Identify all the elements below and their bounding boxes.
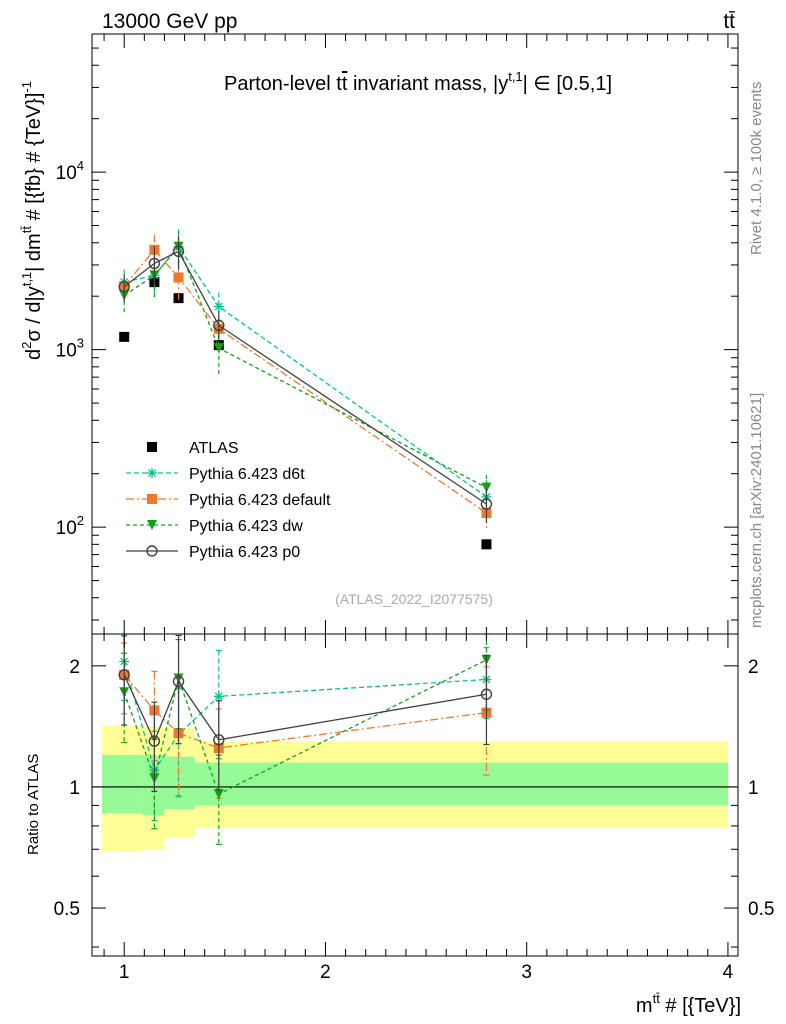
ratio-y-tick-label-right: 1	[748, 778, 759, 799]
xlabel-sup: tt̄	[653, 991, 661, 1006]
mcplots-label: mcplots.cern.ch [arXiv:2401.10621]	[748, 393, 765, 628]
legend-marker-d6t	[147, 468, 157, 478]
point-p0	[172, 245, 185, 258]
ratio-point-p0	[480, 688, 493, 700]
legend-marker-default	[147, 494, 157, 504]
band-inner	[142, 755, 165, 816]
ratio-point-p0	[148, 735, 161, 747]
ylabel-sup-tt: tt̄	[19, 226, 34, 234]
legend-marker-dw	[147, 520, 157, 530]
rivet-label: Rivet 4.1.0, ≥ 100k events	[748, 82, 765, 255]
legend-label-p0: Pythia 6.423 p0	[189, 544, 300, 561]
point-p0	[148, 257, 161, 270]
legend: ATLAS Pythia 6.423 d6t Pythia 6.423 defaul…	[126, 440, 331, 561]
title-sup: t,1	[508, 69, 522, 84]
x-tick-label: 3	[521, 962, 532, 983]
point-data	[119, 331, 130, 342]
series-p0	[118, 235, 493, 524]
x-tick-label: 4	[723, 962, 734, 983]
ratio-y-tick-label-left: 2	[69, 657, 80, 678]
point-p0	[118, 281, 130, 293]
y-tick-label: 103	[56, 336, 84, 362]
main-y-axis-label: d2σ / d|yt,1| dmtt̄ # [{fb} # {TeV}]-1	[19, 81, 45, 360]
energy-label: 13000 GeV pp	[102, 10, 237, 33]
ratio-y-tick-label-right: 0.5	[748, 899, 774, 920]
ratio-y-tick-label-left: 1	[69, 778, 80, 799]
y-tick-exp: 4	[77, 158, 84, 173]
ratio-y-tick-label-left: 0.5	[54, 899, 80, 920]
ratio-line-dw	[123, 659, 487, 795]
y-tick-base: 10	[56, 341, 77, 362]
band-inner	[102, 755, 143, 814]
ylabel-d: d	[23, 349, 45, 360]
ylabel-sup-m1: -1	[19, 81, 34, 93]
xlabel-m: m	[636, 995, 653, 1017]
ratio-line-default	[123, 674, 487, 749]
legend-label-data: ATLAS	[189, 440, 239, 457]
ylabel-sup2: 2	[19, 342, 34, 349]
ratio-point-dw	[213, 789, 224, 800]
ratio-panel: 0.5 0.5 1 1 2 2 1 2 3 4	[54, 633, 774, 983]
ylabel-mid: | dm	[23, 233, 45, 272]
ratio-point-d6t	[213, 691, 224, 702]
ratio-frame	[91, 633, 739, 957]
x-axis-label: mtt̄ # [{TeV}]	[636, 991, 741, 1017]
y-tick-base: 10	[56, 163, 77, 184]
point-default	[173, 272, 184, 283]
ratio-point-p0	[213, 734, 225, 746]
legend-label-d6t: Pythia 6.423 d6t	[189, 466, 305, 483]
ratio-point-p0	[172, 675, 185, 688]
point-p0	[480, 498, 493, 510]
point-dw	[481, 482, 492, 493]
ratio-series-p0	[118, 634, 493, 792]
y-tick-exp: 2	[77, 513, 84, 528]
y-tick-exp: 3	[77, 336, 84, 351]
title-prefix: Parton-level t	[224, 73, 342, 95]
main-title: Parton-level tt invariant mass, |yt,1| ∈…	[224, 69, 612, 95]
process-label: tt̄	[723, 10, 735, 33]
legend-label-dw: Pythia 6.423 dw	[189, 518, 303, 535]
point-p0	[213, 319, 225, 332]
y-tick-label: 104	[56, 158, 84, 184]
y-tick-label: 102	[56, 513, 84, 539]
band-inner	[164, 756, 195, 810]
point-d6t	[213, 301, 224, 312]
x-tick-label: 1	[119, 962, 130, 983]
analysis-watermark: (ATLAS_2022_I2077575)	[335, 591, 493, 607]
title-middle: invariant mass, |y	[347, 73, 508, 95]
legend-marker-data	[147, 442, 157, 452]
ylabel-sigma: σ / d|y	[23, 286, 45, 341]
point-dw	[213, 343, 224, 354]
title-suffix: | ∈ [0.5,1]	[523, 73, 612, 95]
y-tick-base: 10	[56, 518, 77, 539]
ratio-point-d6t-stroke	[214, 692, 223, 701]
legend-label-default: Pythia 6.423 default	[189, 492, 331, 509]
xlabel-units: # [{TeV}]	[660, 995, 741, 1017]
ratio-y-axis-label: Ratio to ATLAS	[25, 754, 42, 855]
point-data	[481, 539, 492, 550]
ratio-y-tick-label-right: 2	[748, 657, 759, 678]
legend-marker-d6t-stroke	[148, 469, 156, 477]
point-d6t-stroke	[214, 302, 223, 311]
ylabel-units: # [{fb} # {TeV}]	[23, 93, 45, 226]
band-inner	[194, 762, 728, 806]
ratio-point-p0	[118, 669, 130, 681]
ylabel-sup-t1: t,1	[19, 272, 34, 286]
x-tick-label: 2	[320, 962, 331, 983]
legend-marker-p0	[146, 545, 158, 557]
title-bar-t: t	[342, 73, 348, 95]
